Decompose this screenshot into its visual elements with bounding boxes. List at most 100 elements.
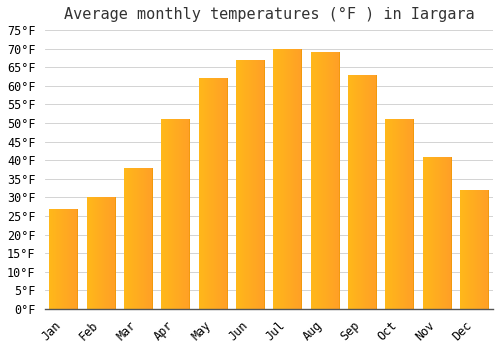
- Bar: [430, 156, 431, 309]
- Bar: [314, 52, 315, 309]
- Bar: [327, 52, 328, 309]
- Bar: [216, 78, 217, 309]
- Bar: [339, 52, 340, 309]
- Bar: [237, 60, 238, 309]
- Bar: [246, 60, 247, 309]
- Bar: [447, 156, 448, 309]
- Bar: [406, 119, 408, 309]
- Bar: [264, 60, 265, 309]
- Bar: [391, 119, 392, 309]
- Bar: [429, 156, 430, 309]
- Bar: [142, 168, 143, 309]
- Bar: [204, 78, 205, 309]
- Bar: [226, 78, 228, 309]
- Bar: [476, 190, 478, 309]
- Bar: [133, 168, 134, 309]
- Bar: [186, 119, 187, 309]
- Bar: [423, 156, 424, 309]
- Bar: [262, 60, 264, 309]
- Bar: [388, 119, 390, 309]
- Bar: [253, 60, 254, 309]
- Bar: [468, 190, 469, 309]
- Bar: [77, 209, 78, 309]
- Bar: [202, 78, 203, 309]
- Bar: [360, 75, 362, 309]
- Bar: [287, 49, 288, 309]
- Bar: [336, 52, 338, 309]
- Bar: [311, 52, 312, 309]
- Bar: [198, 78, 199, 309]
- Bar: [486, 190, 487, 309]
- Bar: [217, 78, 218, 309]
- Bar: [236, 60, 237, 309]
- Bar: [370, 75, 371, 309]
- Bar: [177, 119, 178, 309]
- Bar: [483, 190, 484, 309]
- Bar: [131, 168, 132, 309]
- Bar: [439, 156, 440, 309]
- Bar: [214, 78, 215, 309]
- Bar: [352, 75, 353, 309]
- Bar: [374, 75, 375, 309]
- Bar: [215, 78, 216, 309]
- Bar: [127, 168, 128, 309]
- Bar: [51, 209, 52, 309]
- Bar: [210, 78, 211, 309]
- Bar: [376, 75, 377, 309]
- Bar: [386, 119, 387, 309]
- Bar: [279, 49, 280, 309]
- Bar: [61, 209, 62, 309]
- Bar: [76, 209, 77, 309]
- Bar: [107, 197, 108, 309]
- Bar: [144, 168, 145, 309]
- Bar: [316, 52, 317, 309]
- Bar: [111, 197, 112, 309]
- Bar: [329, 52, 330, 309]
- Bar: [413, 119, 414, 309]
- Bar: [425, 156, 426, 309]
- Bar: [394, 119, 395, 309]
- Bar: [55, 209, 56, 309]
- Bar: [470, 190, 471, 309]
- Bar: [97, 197, 98, 309]
- Bar: [70, 209, 71, 309]
- Bar: [90, 197, 92, 309]
- Bar: [473, 190, 474, 309]
- Bar: [226, 78, 227, 309]
- Bar: [106, 197, 107, 309]
- Bar: [357, 75, 358, 309]
- Bar: [208, 78, 209, 309]
- Bar: [103, 197, 104, 309]
- Bar: [247, 60, 248, 309]
- Bar: [138, 168, 139, 309]
- Bar: [354, 75, 355, 309]
- Bar: [299, 49, 300, 309]
- Bar: [212, 78, 213, 309]
- Bar: [145, 168, 146, 309]
- Bar: [481, 190, 482, 309]
- Bar: [206, 78, 208, 309]
- Bar: [313, 52, 314, 309]
- Bar: [73, 209, 74, 309]
- Bar: [178, 119, 180, 309]
- Bar: [100, 197, 101, 309]
- Bar: [124, 168, 125, 309]
- Bar: [359, 75, 360, 309]
- Bar: [278, 49, 279, 309]
- Bar: [399, 119, 400, 309]
- Bar: [171, 119, 172, 309]
- Bar: [465, 190, 466, 309]
- Bar: [60, 209, 61, 309]
- Bar: [89, 197, 90, 309]
- Bar: [320, 52, 321, 309]
- Bar: [101, 197, 102, 309]
- Bar: [58, 209, 59, 309]
- Bar: [148, 168, 149, 309]
- Bar: [125, 168, 126, 309]
- Bar: [114, 197, 115, 309]
- Bar: [74, 209, 75, 309]
- Bar: [183, 119, 184, 309]
- Bar: [211, 78, 212, 309]
- Bar: [143, 168, 144, 309]
- Bar: [115, 197, 116, 309]
